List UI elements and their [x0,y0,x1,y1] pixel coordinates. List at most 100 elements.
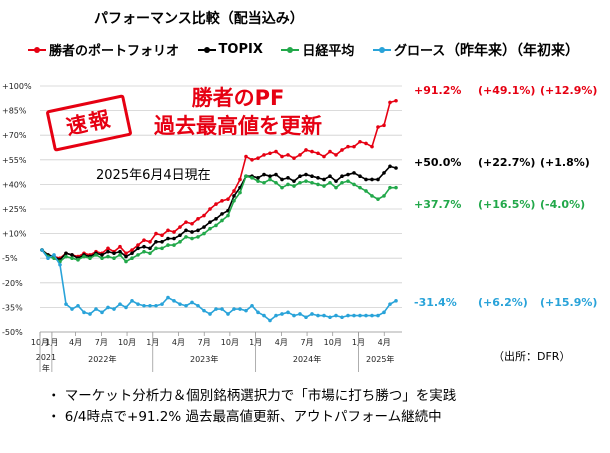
series-growth-point [268,318,272,323]
series-portfolio-point [352,144,356,149]
series-nikkei-point [340,180,344,185]
series-growth-point [70,307,74,311]
series-nikkei-point [370,194,374,198]
headline-line2: 過去最高値を更新 [154,114,322,138]
series-growth-point [298,312,302,316]
series-nikkei-point [346,179,350,183]
series-topix-point [100,253,104,257]
x-tick-label: 7月 [95,338,108,347]
series-nikkei-point [124,259,128,264]
bullet-item: ・ マーケット分析力＆個別銘柄選択力で「市場に打ち勝つ」を実践 [47,388,457,404]
legend-growth: グロース [372,40,446,59]
series-growth-point [106,305,110,310]
series-nikkei-point [142,249,146,254]
series-topix-point [310,174,314,178]
x-tick-label: 10月 [118,338,136,347]
year-label: 2021 [36,353,56,362]
series-portfolio-point [106,246,110,251]
y-tick-label: -50% [2,328,23,337]
series-nikkei-point [322,184,326,188]
legend-label-growth: グロース [393,44,446,59]
series-portfolio-point [196,217,200,221]
series-portfolio-point [346,144,350,149]
value-label: +50.0% [414,156,462,169]
series-nikkei-point [100,256,104,261]
series-portfolio-point [298,153,302,157]
series-topix-point [340,174,344,178]
series-growth-point [310,312,314,316]
series-nikkei-point [334,185,338,190]
series-topix-point [136,246,140,251]
series-nikkei-point [88,256,92,261]
legend-marker-growth [372,45,391,55]
legend-label-portfolio: 勝者のポートフォリオ [49,44,180,59]
value-label: (+6.2%) [478,296,528,309]
series-growth-point [130,299,134,303]
series-nikkei-point [286,182,290,187]
value-label: +91.2% [414,84,462,97]
series-portfolio-point [184,220,188,224]
series-topix-point [190,230,194,234]
series-growth-point [184,303,188,308]
legend-label-nikkei: 日経平均 [302,44,355,59]
series-growth-point [40,248,44,252]
series-growth-point [370,313,374,318]
legend-label-topix: TOPIX [218,42,263,57]
series-growth-point [88,312,92,316]
series-topix-point [106,249,110,254]
series-growth-point [304,315,308,320]
series-nikkei-point [268,177,272,182]
x-tick-label: 7月 [301,338,314,347]
series-nikkei-point [388,185,392,190]
year-label: 2025年 [366,354,394,364]
series-topix-point [370,177,374,182]
series-portfolio-point [280,154,284,159]
series-portfolio-point [160,233,164,238]
series-topix-point [268,174,272,178]
value-label: (+1.8%) [540,156,590,169]
series-topix-point [394,166,398,170]
series-nikkei-point [130,256,134,261]
series-topix-point [166,236,170,241]
x-tick-label: 7月 [198,338,211,347]
series-portfolio-point [136,243,140,247]
series-nikkei-point [178,240,182,244]
series-portfolio-point [208,207,212,211]
series-portfolio-point [130,248,134,252]
series-growth-point [154,303,158,308]
value-label: (+22.7%) [478,156,536,169]
series-topix-point [64,251,68,256]
y-tick-label: +25% [2,205,27,214]
series-topix-point [364,177,368,182]
series-topix-point [286,176,290,180]
year-label: 2024年 [293,354,321,364]
series-growth-point [352,313,356,318]
series-nikkei-point [352,182,356,187]
series-growth-point [46,256,50,261]
series-portfolio-point [124,251,128,256]
series-nikkei-point [316,182,320,187]
series-topix-point [292,179,296,183]
series-topix-point [382,171,386,175]
series-growth-point [112,307,116,311]
series-growth-point [358,313,362,318]
column-headers: （昨年来）（年初来） [446,40,579,60]
series-nikkei-point [202,231,206,236]
series-growth-point [280,312,284,316]
series-nikkei-point [160,246,164,251]
series-portfolio-point [310,149,314,154]
series-growth-point [160,302,164,306]
year-label: 2022年 [88,354,116,364]
series-portfolio-point [172,230,176,234]
series-nikkei-point [274,180,278,185]
series-portfolio-point [316,151,320,156]
series-portfolio-point [358,139,362,144]
series-topix-point [316,176,320,180]
series-portfolio-point [166,228,170,233]
series-topix-point [142,244,146,249]
series-nikkei-point [382,194,386,198]
y-tick-label: +85% [2,107,27,116]
series-growth-point [190,300,194,305]
series-nikkei-point [64,254,68,259]
